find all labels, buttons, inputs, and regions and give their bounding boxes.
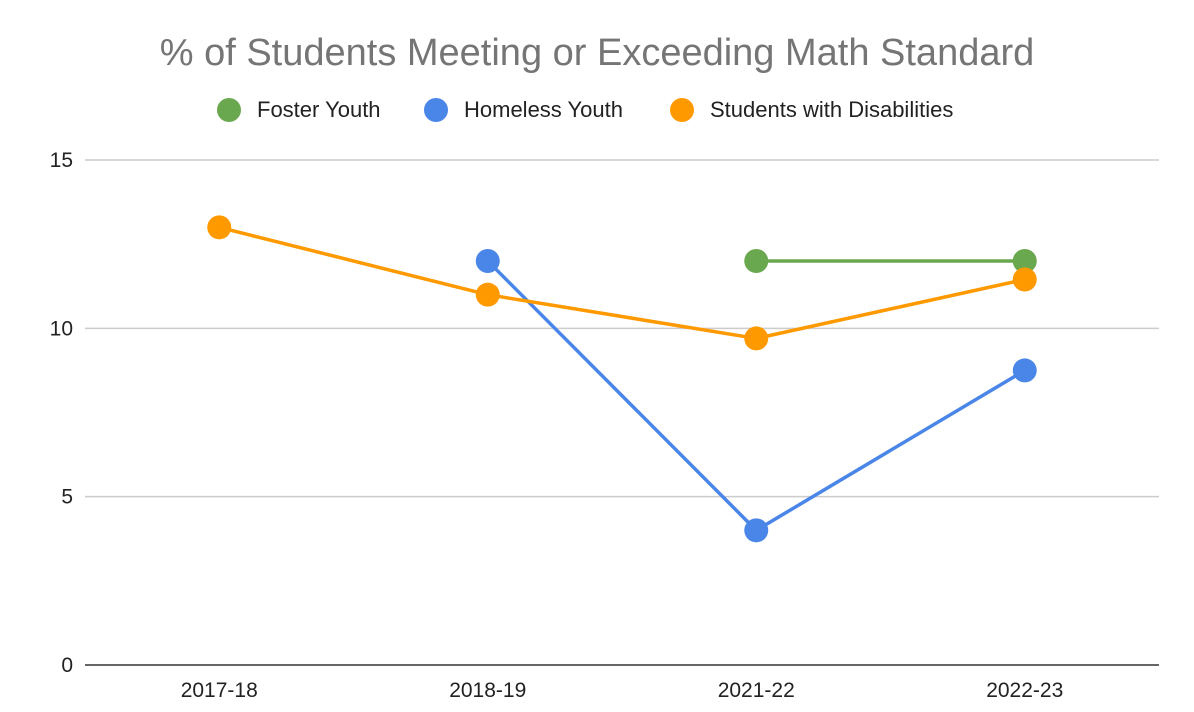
legend-marker-foster-youth [217,98,241,122]
x-axis-ticks: 2017-18 2018-19 2021-22 2022-23 [181,679,1064,702]
y-tick-label: 0 [61,654,73,677]
gridlines [85,159,1159,498]
data-point-students-with-disabilities[interactable] [475,282,500,307]
data-point-foster-youth[interactable] [1012,249,1037,273]
series-line-students-with-disabilities [217,225,1027,341]
legend-label-students-with-disabilities: Students with Disabilities [710,97,953,122]
x-tick-label: 2021-22 [718,679,795,702]
data-point-homeless-youth[interactable] [744,518,769,543]
chart-title: % of Students Meeting or Exceeding Math … [160,32,1035,74]
x-tick-label: 2017-18 [181,679,258,702]
series-lines [217,225,1027,533]
legend-label-homeless-youth: Homeless Youth [464,97,623,122]
y-tick-label: 10 [50,317,73,340]
data-point-homeless-youth[interactable] [475,249,500,273]
data-point-students-with-disabilities[interactable] [207,215,232,240]
legend-marker-homeless-youth [424,98,448,122]
legend-label-foster-youth: Foster Youth [257,97,381,122]
data-point-students-with-disabilities[interactable] [744,326,769,351]
legend: Foster Youth Homeless Youth Students wit… [217,97,953,122]
data-point-students-with-disabilities[interactable] [1012,267,1037,292]
y-axis-ticks: 0 5 10 15 [50,149,73,677]
data-point-foster-youth[interactable] [744,249,769,273]
data-point-homeless-youth[interactable] [1012,358,1037,383]
x-tick-label: 2018-19 [449,679,526,702]
y-tick-label: 15 [50,149,73,172]
series-layer [207,215,1037,543]
legend-item-foster-youth[interactable]: Foster Youth [217,97,381,122]
series-line-homeless-youth [486,259,1027,533]
legend-item-students-with-disabilities[interactable]: Students with Disabilities [670,97,953,122]
series-points [207,215,1037,543]
y-tick-label: 5 [61,486,73,509]
legend-item-homeless-youth[interactable]: Homeless Youth [424,97,623,122]
x-tick-label: 2022-23 [986,679,1063,702]
legend-marker-students-with-disabilities [670,98,694,122]
